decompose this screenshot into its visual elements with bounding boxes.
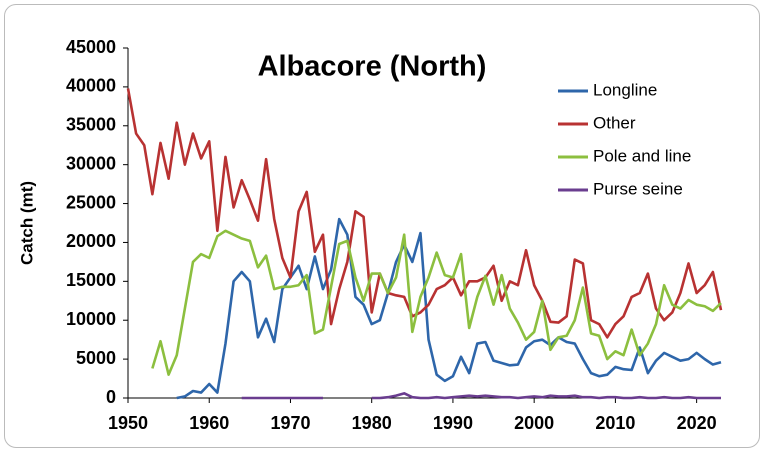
legend-label: Pole and line [593,146,691,165]
legend-label: Other [593,113,636,132]
y-tick-label: 0 [106,387,116,407]
legend-label: Purse seine [593,179,683,198]
y-tick-label: 25000 [66,192,116,212]
y-tick-label: 15000 [66,270,116,290]
y-tick-label: 40000 [66,76,116,96]
y-axis-title: Catch (mt) [17,181,36,265]
series-line [241,392,721,400]
x-tick-label: 2000 [514,413,554,433]
x-tick-label: 2020 [677,413,717,433]
y-tick-label: 20000 [66,231,116,251]
chart-frame [4,4,760,448]
y-tick-label: 35000 [66,115,116,135]
x-tick-label: 1970 [270,413,310,433]
y-tick-label: 5000 [76,348,116,368]
x-tick-label: 1950 [108,413,148,433]
series-line [176,217,722,400]
x-tick-label: 2010 [595,413,635,433]
series-line [126,88,723,339]
x-tick-label: 1960 [189,413,229,433]
y-tick-label: 45000 [66,37,116,57]
x-tick-label: 1980 [352,413,392,433]
y-tick-label: 10000 [66,309,116,329]
legend-label: Longline [593,80,657,99]
chart-title: Albacore (North) [258,51,487,83]
series-line [151,229,722,376]
x-tick-label: 1990 [433,413,473,433]
y-tick-label: 30000 [66,153,116,173]
